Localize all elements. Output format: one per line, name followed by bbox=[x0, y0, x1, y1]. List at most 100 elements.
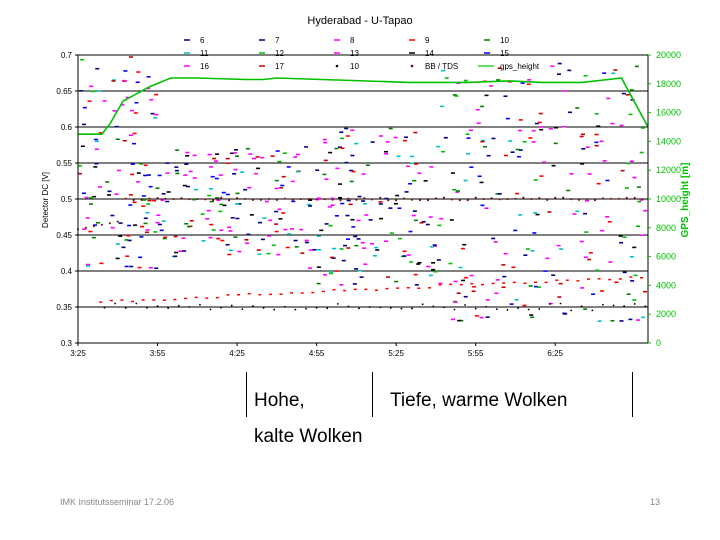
data-point bbox=[188, 305, 191, 308]
data-point bbox=[172, 198, 175, 201]
legend-entry: 15 bbox=[500, 49, 509, 58]
data-point bbox=[267, 198, 270, 201]
legend-marker bbox=[335, 64, 339, 68]
data-point bbox=[570, 309, 573, 312]
y-tick-label: 0.5 bbox=[61, 195, 73, 204]
legend-entry: gps_height bbox=[500, 62, 540, 71]
legend-entry: 11 bbox=[200, 49, 209, 58]
data-point bbox=[602, 303, 604, 306]
x-tick-label: 3:55 bbox=[150, 349, 166, 358]
data-point bbox=[146, 306, 148, 309]
data-point bbox=[209, 308, 212, 311]
legend-marker bbox=[410, 64, 414, 68]
data-point bbox=[633, 303, 636, 305]
data-point bbox=[236, 197, 239, 200]
data-point bbox=[379, 306, 382, 309]
data-point bbox=[323, 198, 326, 201]
y2-tick-label: 0 bbox=[656, 338, 661, 348]
data-point bbox=[347, 197, 350, 200]
data-point bbox=[291, 198, 294, 201]
data-point bbox=[347, 305, 350, 308]
data-point bbox=[617, 197, 620, 200]
data-point bbox=[84, 226, 87, 229]
data-point bbox=[108, 222, 111, 225]
left-axis-ticks: 0.7 0.65 0.6 0.55 0.5 0.45 0.4 0.35 0.3 bbox=[56, 51, 78, 348]
data-point bbox=[299, 198, 302, 201]
data-point bbox=[230, 304, 233, 307]
data-point bbox=[262, 307, 265, 309]
legend-entry: 12 bbox=[275, 49, 284, 58]
data-point bbox=[259, 198, 262, 201]
data-point bbox=[559, 302, 562, 305]
y-tick-label: 0.3 bbox=[61, 339, 73, 348]
footer-page-number: 13 bbox=[650, 497, 661, 507]
y2-tick-label: 12000 bbox=[656, 165, 681, 175]
data-point bbox=[252, 305, 254, 307]
data-point bbox=[220, 196, 223, 199]
data-point bbox=[283, 197, 286, 200]
legend-entry: 8 bbox=[350, 36, 355, 45]
data-point bbox=[273, 308, 276, 311]
data-point bbox=[609, 197, 612, 200]
x-tick-label: 4:55 bbox=[309, 349, 325, 358]
data-point bbox=[593, 199, 596, 202]
data-point bbox=[403, 197, 406, 200]
y2-tick-label: 4000 bbox=[656, 280, 676, 290]
data-point bbox=[633, 196, 636, 199]
data-point bbox=[400, 307, 403, 310]
annotation-high-cold-1: Hohe, bbox=[254, 390, 305, 411]
y-tick-label: 0.65 bbox=[56, 87, 72, 96]
grid-lines bbox=[78, 90, 648, 308]
data-point bbox=[180, 197, 183, 200]
data-point bbox=[199, 303, 201, 306]
legend-entry: 14 bbox=[425, 49, 434, 58]
data-point bbox=[527, 308, 530, 311]
data-point bbox=[498, 198, 501, 201]
y-tick-label: 0.4 bbox=[61, 267, 73, 276]
data-point bbox=[103, 306, 106, 309]
data-point bbox=[336, 302, 339, 305]
data-point bbox=[204, 198, 207, 201]
data-point bbox=[251, 199, 254, 202]
data-point bbox=[167, 307, 170, 310]
legend-entry: 16 bbox=[200, 62, 209, 71]
data-point bbox=[450, 198, 453, 201]
data-point bbox=[517, 307, 519, 310]
y2-tick-label: 20000 bbox=[656, 50, 681, 60]
data-point bbox=[514, 197, 517, 200]
x-tick-label: 3:25 bbox=[70, 349, 86, 358]
legend-entry: 10 bbox=[500, 36, 509, 45]
data-point bbox=[625, 196, 628, 199]
x-tick-label: 6:25 bbox=[547, 349, 563, 358]
legend-entry: 6 bbox=[200, 36, 205, 45]
data-point bbox=[220, 306, 223, 309]
data-point bbox=[371, 198, 374, 201]
x-tick-label: 5:55 bbox=[468, 349, 484, 358]
data-point bbox=[578, 198, 581, 201]
data-point bbox=[506, 198, 509, 201]
data-point bbox=[419, 199, 421, 202]
data-point bbox=[228, 199, 231, 202]
data-point bbox=[92, 225, 95, 228]
data-point bbox=[623, 305, 626, 307]
data-point bbox=[458, 199, 461, 202]
legend-entry: 10 bbox=[350, 62, 359, 71]
divider-right bbox=[632, 372, 633, 417]
data-point bbox=[283, 305, 286, 308]
data-point bbox=[434, 197, 437, 200]
footer-seminar: IMK Institutsseminar 17.2.06 bbox=[60, 497, 175, 507]
data-point bbox=[177, 304, 180, 307]
y-tick-label: 0.45 bbox=[56, 231, 72, 240]
x-tick-label: 4:25 bbox=[229, 349, 245, 358]
data-point bbox=[275, 199, 278, 202]
data-point bbox=[466, 199, 469, 202]
y-tick-label: 0.55 bbox=[56, 159, 72, 168]
data-point bbox=[387, 199, 390, 202]
data-marks bbox=[77, 56, 648, 322]
data-point bbox=[591, 309, 594, 312]
data-point bbox=[124, 197, 127, 200]
data-point bbox=[495, 308, 498, 311]
data-point bbox=[554, 196, 557, 199]
data-point bbox=[538, 308, 541, 310]
x-tick-label: 5:25 bbox=[388, 349, 404, 358]
